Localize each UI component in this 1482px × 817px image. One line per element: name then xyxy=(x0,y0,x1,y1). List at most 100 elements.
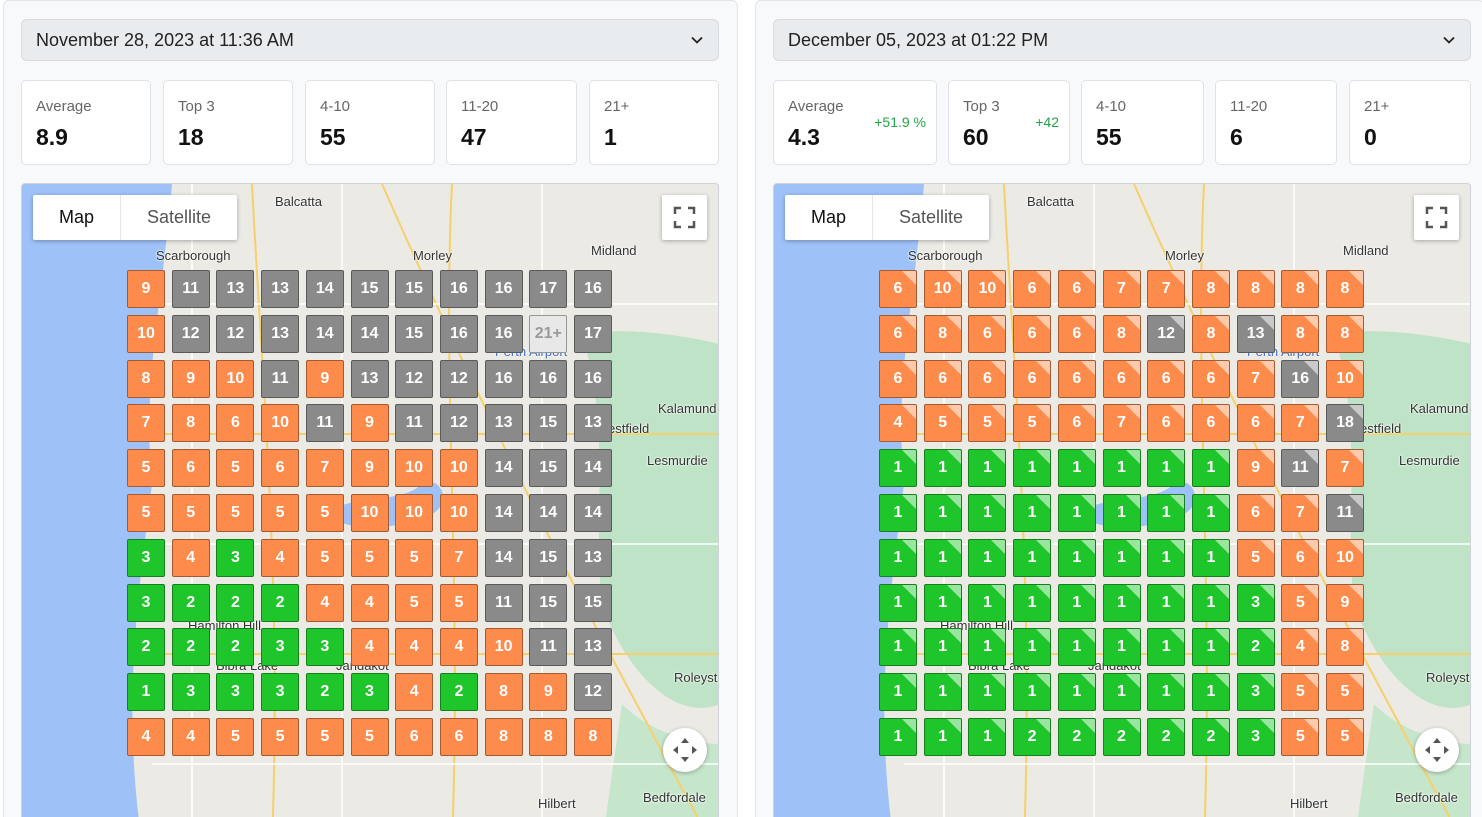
recenter-button[interactable] xyxy=(1415,728,1459,772)
rank-cell[interactable]: 1 xyxy=(1057,449,1096,488)
rank-cell[interactable]: 6 xyxy=(1102,359,1141,398)
rank-cell[interactable]: 10 xyxy=(484,628,523,667)
rank-cell[interactable]: 5 xyxy=(395,583,434,622)
rank-cell[interactable]: 6 xyxy=(1147,404,1186,443)
rank-cell[interactable]: 5 xyxy=(1281,718,1320,756)
rank-cell[interactable]: 6 xyxy=(171,449,210,488)
rank-cell[interactable]: 6 xyxy=(216,404,255,443)
rank-cell[interactable]: 7 xyxy=(1102,270,1141,308)
rank-cell[interactable]: 15 xyxy=(529,404,568,443)
rank-cell[interactable]: 1 xyxy=(1013,673,1052,712)
rank-cell[interactable]: 8 xyxy=(923,314,962,353)
rank-cell[interactable]: 6 xyxy=(395,718,434,756)
rank-cell[interactable]: 4 xyxy=(261,538,300,577)
rank-cell[interactable]: 10 xyxy=(1326,359,1364,398)
rank-cell[interactable]: 8 xyxy=(574,718,612,756)
rank-cell[interactable]: 5 xyxy=(261,718,300,756)
rank-cell[interactable]: 4 xyxy=(171,538,210,577)
rank-cell[interactable]: 1 xyxy=(1013,583,1052,622)
rank-cell[interactable]: 1 xyxy=(1102,673,1141,712)
rank-cell[interactable]: 5 xyxy=(171,494,210,532)
rank-cell[interactable]: 8 xyxy=(1102,314,1141,353)
rank-cell[interactable]: 11 xyxy=(484,583,523,622)
rank-cell[interactable]: 10 xyxy=(395,494,434,532)
rank-cell[interactable]: 5 xyxy=(923,404,962,443)
rank-cell[interactable]: 11 xyxy=(529,628,568,667)
fullscreen-button[interactable] xyxy=(662,195,707,240)
rank-cell[interactable]: 5 xyxy=(127,494,165,532)
rank-cell[interactable]: 1 xyxy=(1102,628,1141,667)
rank-cell[interactable]: 1 xyxy=(968,583,1007,622)
rank-cell[interactable]: 2 xyxy=(1013,718,1052,756)
rank-cell[interactable]: 12 xyxy=(574,673,612,712)
rank-cell[interactable]: 1 xyxy=(1147,583,1186,622)
rank-cell[interactable]: 10 xyxy=(350,494,389,532)
rank-cell[interactable]: 14 xyxy=(484,449,523,488)
rank-cell[interactable]: 1 xyxy=(1013,494,1052,532)
rank-cell[interactable]: 1 xyxy=(1102,449,1141,488)
rank-cell[interactable]: 1 xyxy=(1057,628,1096,667)
rank-cell[interactable]: 2 xyxy=(305,673,344,712)
rank-cell[interactable]: 12 xyxy=(395,359,434,398)
rank-cell[interactable]: 1 xyxy=(968,718,1007,756)
rank-cell[interactable]: 1 xyxy=(1147,494,1186,532)
rank-cell[interactable]: 13 xyxy=(261,314,300,353)
rank-cell[interactable]: 5 xyxy=(1013,404,1052,443)
rank-cell[interactable]: 5 xyxy=(1326,673,1364,712)
rank-cell[interactable]: 6 xyxy=(261,449,300,488)
rank-cell[interactable]: 8 xyxy=(171,404,210,443)
rank-cell[interactable]: 4 xyxy=(395,628,434,667)
rank-cell[interactable]: 1 xyxy=(879,673,917,712)
rank-cell[interactable]: 8 xyxy=(1326,270,1364,308)
rank-cell[interactable]: 9 xyxy=(305,359,344,398)
rank-cell[interactable]: 1 xyxy=(1102,494,1141,532)
rank-cell[interactable]: 1 xyxy=(879,494,917,532)
rank-cell[interactable]: 15 xyxy=(395,270,434,308)
rank-cell[interactable]: 13 xyxy=(574,538,612,577)
rank-cell[interactable]: 1 xyxy=(1102,583,1141,622)
rank-cell[interactable]: 2 xyxy=(127,628,165,667)
rank-cell[interactable]: 9 xyxy=(127,270,165,308)
recenter-button[interactable] xyxy=(663,728,707,772)
rank-cell[interactable]: 5 xyxy=(305,494,344,532)
rank-cell[interactable]: 6 xyxy=(1236,404,1275,443)
map-type-button[interactable]: Satellite xyxy=(147,207,212,227)
rank-cell[interactable]: 4 xyxy=(171,718,210,756)
rank-cell[interactable]: 1 xyxy=(127,673,165,712)
rank-cell[interactable]: 1 xyxy=(1147,449,1186,488)
rank-cell[interactable]: 1 xyxy=(968,494,1007,532)
rank-cell[interactable]: 13 xyxy=(574,628,612,667)
rank-cell[interactable]: 5 xyxy=(216,494,255,532)
rank-cell[interactable]: 6 xyxy=(1057,359,1096,398)
rank-cell[interactable]: 6 xyxy=(968,359,1007,398)
rank-cell[interactable]: 12 xyxy=(171,314,210,353)
rank-cell[interactable]: 5 xyxy=(1236,538,1275,577)
rank-cell[interactable]: 11 xyxy=(261,359,300,398)
rank-cell[interactable]: 2 xyxy=(1191,718,1230,756)
rank-cell[interactable]: 5 xyxy=(350,538,389,577)
rank-cell[interactable]: 1 xyxy=(1191,583,1230,622)
rank-cell[interactable]: 10 xyxy=(439,449,478,488)
rank-cell[interactable]: 6 xyxy=(1057,404,1096,443)
rank-cell[interactable]: 1 xyxy=(968,449,1007,488)
rank-cell[interactable]: 7 xyxy=(439,538,478,577)
rank-cell[interactable]: 7 xyxy=(1147,270,1186,308)
rank-cell[interactable]: 4 xyxy=(305,583,344,622)
rank-cell[interactable]: 3 xyxy=(261,628,300,667)
rank-cell[interactable]: 2 xyxy=(439,673,478,712)
rank-cell[interactable]: 1 xyxy=(1057,673,1096,712)
rank-cell[interactable]: 8 xyxy=(1281,314,1320,353)
rank-cell[interactable]: 6 xyxy=(879,359,917,398)
rank-cell[interactable]: 1 xyxy=(1013,449,1052,488)
rank-cell[interactable]: 5 xyxy=(968,404,1007,443)
rank-cell[interactable]: 16 xyxy=(484,270,523,308)
rank-cell[interactable]: 16 xyxy=(484,314,523,353)
rank-cell[interactable]: 8 xyxy=(1281,270,1320,308)
rank-cell[interactable]: 16 xyxy=(574,359,612,398)
rank-cell[interactable]: 3 xyxy=(127,583,165,622)
rank-cell[interactable]: 1 xyxy=(879,538,917,577)
rank-cell[interactable]: 16 xyxy=(439,270,478,308)
rank-cell[interactable]: 1 xyxy=(923,673,962,712)
rank-cell[interactable]: 6 xyxy=(1013,359,1052,398)
rank-cell[interactable]: 7 xyxy=(305,449,344,488)
